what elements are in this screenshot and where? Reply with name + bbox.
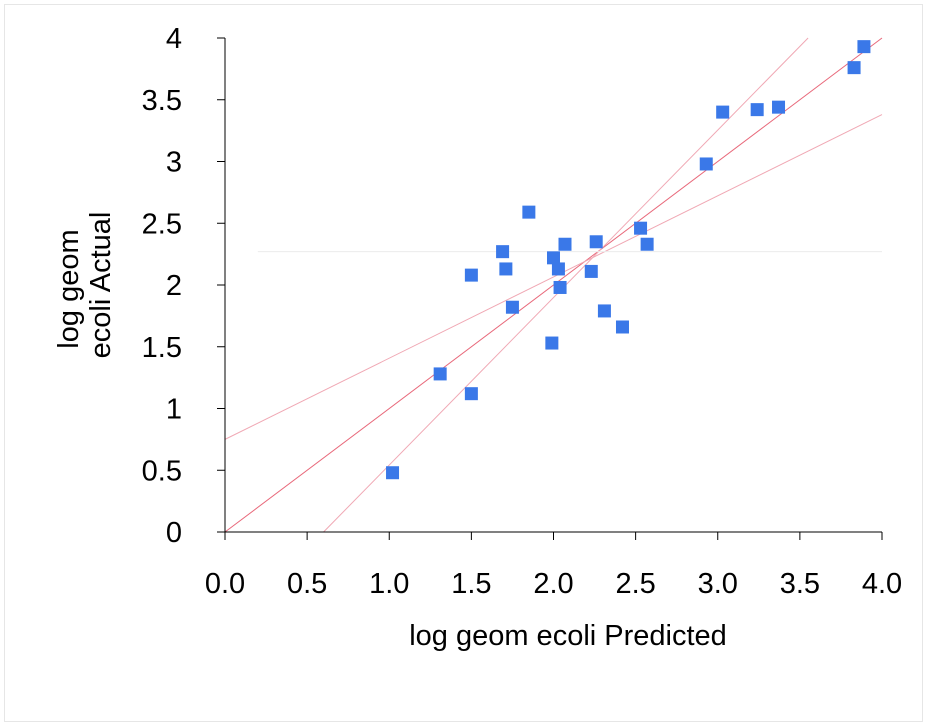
data-point [772, 100, 786, 114]
y-tick-label: 3 [166, 147, 182, 179]
y-tick-label: 1.5 [142, 332, 182, 364]
x-axis-title: log geom ecoli Predicted [409, 620, 727, 652]
data-point [640, 237, 654, 251]
x-tick-label: 0.5 [287, 568, 327, 600]
data-point [553, 280, 567, 294]
data-point [464, 268, 478, 282]
reference-line-lower-band [224, 114, 883, 440]
data-point [699, 157, 713, 171]
data-point [750, 103, 764, 117]
data-point [499, 262, 513, 276]
x-tick-label: 1.0 [369, 568, 409, 600]
reference-lines [224, 37, 883, 533]
data-point [584, 264, 598, 278]
x-tick-label: 2.5 [615, 568, 655, 600]
y-tick-labels: 0 0.5 1 1.5 2 2.5 3 3.5 4 [142, 23, 182, 549]
x-tick-label: 4.0 [862, 568, 902, 600]
y-tick-label: 0 [166, 517, 182, 549]
reference-line-fit [224, 37, 883, 533]
x-tick-labels: 0.0 0.5 1.0 1.5 2.0 2.5 3.0 3.5 4.0 [205, 568, 902, 600]
y-tick-label: 3.5 [142, 85, 182, 117]
data-point [558, 237, 572, 251]
y-tick-label: 0.5 [142, 455, 182, 487]
y-tick-label: 4 [166, 23, 182, 55]
data-point [522, 205, 536, 219]
data-point [551, 262, 565, 276]
data-point [716, 105, 730, 119]
data-point [547, 251, 560, 265]
data-point [464, 387, 478, 401]
data-point [505, 300, 519, 314]
x-tick-label: 3.0 [698, 568, 738, 600]
axes [217, 37, 883, 540]
y-axis-title: log geom ecoli Actual [53, 212, 117, 359]
data-point [597, 304, 611, 318]
y-tick-label: 2 [166, 270, 182, 302]
data-point [496, 245, 510, 259]
data-point [857, 40, 871, 54]
data-point [847, 61, 861, 75]
y-axis-title-line-2: ecoli Actual [85, 212, 117, 359]
x-tick-label: 1.5 [451, 568, 491, 600]
data-point [433, 367, 447, 381]
x-tick-label: 0.0 [205, 568, 245, 600]
data-point [615, 320, 629, 334]
data-point [634, 221, 648, 235]
y-tick-label: 2.5 [142, 208, 182, 240]
x-tick-label: 3.5 [780, 568, 820, 600]
data-point [589, 235, 603, 249]
data-points [386, 40, 871, 480]
data-point [545, 336, 559, 350]
y-axis-title-line-1: log geom [53, 229, 85, 348]
chart-frame [4, 4, 923, 722]
data-point [386, 466, 400, 480]
y-tick-label: 1 [166, 394, 182, 426]
x-tick-label: 2.0 [533, 568, 573, 600]
